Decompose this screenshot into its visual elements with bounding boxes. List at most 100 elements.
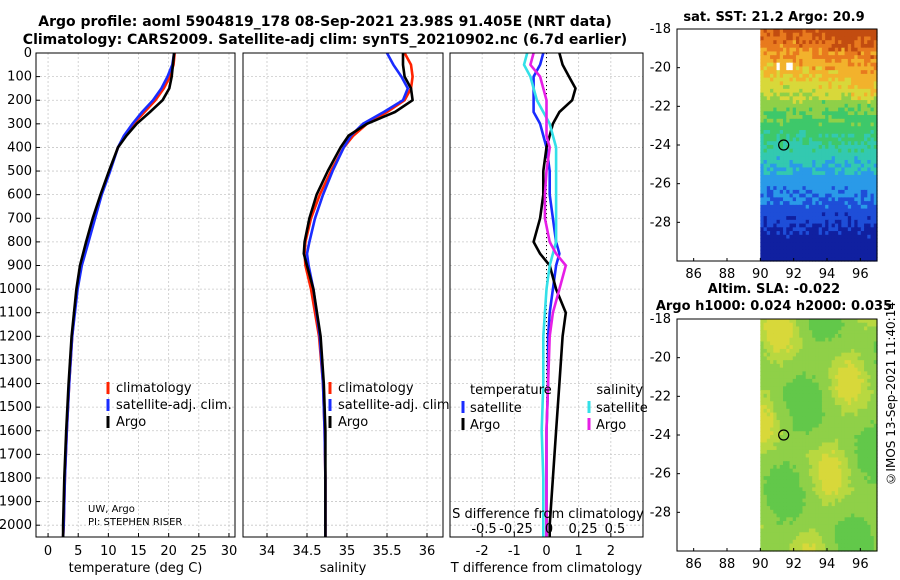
legend-label: satellite-adj. clim. [338,398,454,413]
y-tick-label: 800 [7,235,32,250]
map-lon-tick-label: 92 [785,267,802,282]
sla-heatmap-cells [760,319,878,552]
y-tick-label: 700 [7,211,32,226]
y-tick-label: 900 [7,258,32,273]
y-tick-label: 1500 [0,400,32,415]
legend-label: climatology [116,381,192,396]
legend-label: satellite [470,401,522,416]
x-tick-label: -1 [508,544,521,559]
x-axis-label: temperature (deg C) [69,561,203,576]
x-tick-label: -2 [476,544,489,559]
x-tick-label: 0 [542,544,550,559]
map-lat-tick-label: -28 [650,505,671,520]
x-tick-label: 30 [221,544,238,559]
legend-label: Argo [338,415,368,430]
plot-area [36,53,235,537]
y-tick-label: 500 [7,164,32,179]
map-lat-tick-label: -26 [650,177,671,192]
map-lat-tick-label: -22 [650,99,671,114]
map-lat-tick-label: -24 [650,428,671,443]
secondary-tick-label: -0.25 [499,522,533,537]
legend-label: satellite [596,401,648,416]
legend-label: climatology [338,381,414,396]
secondary-tick-label: 0.25 [569,522,598,537]
map-lon-tick-label: 96 [852,557,869,572]
y-tick-label: 200 [7,93,32,108]
x-tick-label: 10 [100,544,117,559]
map-lon-tick-label: 86 [685,557,702,572]
x-tick-label: 5 [74,544,82,559]
y-tick-label: 1600 [0,424,32,439]
map-lon-tick-label: 96 [852,267,869,282]
x-tick-label: 36 [419,544,436,559]
series-line-salinity-satellite [522,52,558,537]
sla-map-title-2: Argo h1000: 0.024 h2000: 0.035 [655,299,893,314]
y-tick-label: 400 [7,140,32,155]
y-tick-label: 0 [24,46,32,61]
argo-position-marker [778,139,790,151]
x-tick-label: 25 [191,544,208,559]
map-lon-tick-label: 94 [819,267,836,282]
x-tick-label: 1 [575,544,583,559]
legend-label: Argo [116,415,146,430]
series-line-salinity-argo [529,52,568,537]
secondary-tick-label: 0 [545,522,553,537]
series-line-argo [302,53,414,537]
secondary-tick-label: -0.5 [471,522,496,537]
map-lat-tick-label: -18 [650,312,671,327]
x-tick-label: 34 [259,544,276,559]
map-lon-tick-label: 90 [752,267,769,282]
annotation-pi: PI: STEPHEN RISER [88,517,182,528]
y-tick-label: 2000 [0,518,32,533]
y-tick-label: 1800 [0,471,32,486]
x-tick-label: 35 [339,544,356,559]
x-axis-label: T difference from climatology [450,561,643,576]
y-tick-label: 1000 [0,282,32,297]
x-tick-label: 2 [607,544,615,559]
plot-frame [242,52,444,538]
map-lon-tick-label: 92 [785,557,802,572]
secondary-axis-label: S difference from climatology [452,507,644,522]
map-lat-tick-label: -18 [650,22,671,37]
map-lat-tick-label: -22 [650,389,671,404]
secondary-tick-label: 0.5 [605,522,626,537]
map-lon-tick-label: 88 [719,267,736,282]
title-line-2: Climatology: CARS2009. Satellite-adj cli… [22,32,628,48]
series-line-argo [61,52,176,537]
map-lon-tick-label: 94 [819,557,836,572]
map-lat-tick-label: -28 [650,215,671,230]
map-lon-tick-label: 88 [719,557,736,572]
map-lat-tick-label: -26 [650,467,671,482]
plot-frame [35,52,236,538]
argo-position-marker [778,429,790,441]
y-tick-label: 1200 [0,329,32,344]
map-lon-tick-label: 86 [685,267,702,282]
y-tick-label: 1900 [0,495,32,510]
plot-area [243,53,443,537]
plot-frame [449,52,644,538]
x-axis-label: salinity [320,561,367,576]
y-tick-label: 600 [7,188,32,203]
y-tick-label: 1100 [0,306,32,321]
sst-heatmap-cells [760,29,878,262]
y-tick-label: 1700 [0,447,32,462]
map-lat-tick-label: -24 [650,138,671,153]
legend-label: satellite-adj. clim. [116,398,232,413]
legend-heading-salinity: salinity [596,383,643,398]
sla-map-title-1: Altim. SLA: -0.022 [707,282,841,297]
y-tick-label: 300 [7,117,32,132]
x-tick-label: 20 [160,544,177,559]
y-tick-label: 1400 [0,377,32,392]
map-lat-tick-label: -20 [650,61,671,76]
map-lat-tick-label: -20 [650,351,671,366]
legend-label: Argo [470,418,500,433]
y-tick-label: 100 [7,70,32,85]
map-lon-tick-label: 90 [752,557,769,572]
series-line-temperature-argo [532,52,577,537]
legend-label: Argo [596,418,626,433]
x-tick-label: 34.5 [293,544,322,559]
title-line-1: Argo profile: aoml 5904819_178 08-Sep-20… [38,14,612,30]
sst-map-title: sat. SST: 21.2 Argo: 20.9 [683,10,865,25]
x-tick-label: 35.5 [373,544,402,559]
